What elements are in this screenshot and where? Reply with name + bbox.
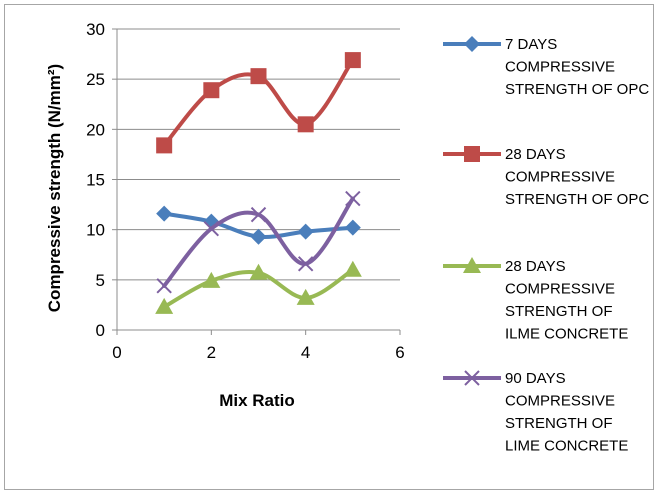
x-tick-label: 4 [301,343,310,362]
data-point [250,228,267,245]
x-marker-stroke [250,206,267,223]
y-axis-title: Compressive strength (N/mm²) [45,64,64,312]
series [155,52,362,314]
data-point [203,82,220,99]
tick-labels: 0 5 10 15 20 25 30 0 2 4 6 [86,20,405,362]
series-2 [156,52,361,154]
data-point [203,220,220,237]
y-tick-label: 30 [86,20,105,39]
legend-label: COMPRESSIVE [505,169,615,186]
x-tick-label: 0 [112,343,121,362]
data-point [250,68,267,85]
data-point [344,52,361,69]
series-3 [155,260,362,314]
data-point [156,137,173,154]
y-tick-label: 10 [86,221,105,240]
legend-swatch-marker [464,370,480,386]
x-marker-stroke [203,220,220,237]
legend-label: COMPRESSIVE [505,281,615,298]
legend-label: STRENGTH OF [505,415,613,432]
x-tick-label: 2 [207,343,216,362]
data-point [296,288,315,305]
data-point [344,219,361,236]
legend-entry-2: 28 DAYS COMPRESSIVE STRENGTH OF OPC [443,146,649,208]
legend-entry-1: 7 DAYS COMPRESSIVE STRENGTH OF OPC [443,36,649,98]
legend-entry-4: 90 DAYS COMPRESSIVE STRENGTH OF LIME CONCRE… [443,370,628,455]
data-point [297,223,314,240]
data-point [250,206,267,223]
legend-label: 28 DAYS [505,146,566,163]
legend-label: COMPRESSIVE [505,393,615,410]
y-tick-label: 25 [86,70,105,89]
axes [112,28,401,335]
x-marker-stroke [345,190,361,207]
y-tick-label: 0 [96,321,105,340]
chart-frame [4,4,654,490]
legend-swatch-marker [463,257,481,273]
legend-label: 7 DAYS [505,36,557,53]
x-marker-stroke [464,370,480,386]
x-tick-label: 6 [395,343,404,362]
legend-label: STRENGTH OF [505,303,613,320]
legend-label: STRENGTH OF OPC [505,191,649,208]
legend-entry-3: 28 DAYS COMPRESSIVE STRENGTH OF ILME CONCRE… [443,257,628,343]
y-tick-label: 5 [96,271,105,290]
legend-swatch-marker [464,146,480,162]
series-1 [156,205,361,245]
legend-label: 90 DAYS [505,370,566,387]
legend-label: STRENGTH OF OPC [505,81,649,98]
data-point [156,205,173,222]
y-tick-label: 20 [86,120,105,139]
legend: 7 DAYS COMPRESSIVE STRENGTH OF OPC 28 DAYS C… [443,36,649,455]
legend-label: LIME CONCRETE [505,438,628,455]
data-point [156,278,172,294]
legend-label: COMPRESSIVE [505,59,615,76]
data-point [155,297,174,314]
data-point [249,263,268,280]
data-point [297,116,314,133]
data-point [343,260,362,277]
x-marker-stroke [156,278,172,294]
data-point [345,190,361,207]
series-4 [156,190,361,294]
x-marker-stroke [297,256,314,272]
data-point [297,256,314,272]
x-axis-title: Mix Ratio [219,391,295,410]
legend-label: ILME CONCRETE [505,326,628,343]
legend-label: 28 DAYS [505,258,566,275]
legend-swatch-marker [464,36,480,52]
y-tick-label: 15 [86,171,105,190]
data-point [202,271,221,288]
